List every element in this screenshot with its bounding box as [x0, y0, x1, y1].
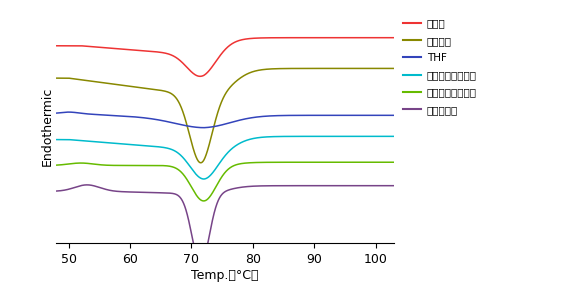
Y-axis label: Endothermic: Endothermic	[41, 86, 53, 166]
Legend: 洗浄前, ヘキサン, THF, ジエチルエーテル, イソプロパノール, 酢酸エチル: 洗浄前, ヘキサン, THF, ジエチルエーテル, イソプロパノール, 酢酸エチ…	[403, 19, 477, 115]
X-axis label: Temp.（°C）: Temp.（°C）	[191, 269, 259, 282]
